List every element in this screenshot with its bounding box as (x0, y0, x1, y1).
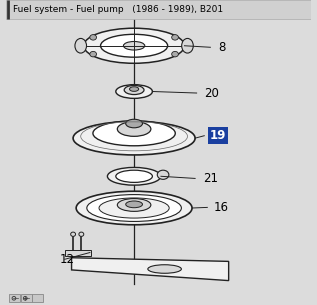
Text: Fuel system - Fuel pump   (1986 - 1989), B201: Fuel system - Fuel pump (1986 - 1989), B… (13, 5, 223, 14)
Ellipse shape (116, 84, 152, 98)
Ellipse shape (157, 170, 169, 179)
FancyBboxPatch shape (9, 294, 20, 302)
Ellipse shape (90, 35, 96, 40)
Ellipse shape (116, 170, 152, 182)
Ellipse shape (126, 119, 142, 128)
FancyBboxPatch shape (6, 0, 311, 19)
Ellipse shape (79, 232, 84, 236)
Ellipse shape (99, 198, 169, 218)
Ellipse shape (76, 191, 192, 225)
Text: 21: 21 (203, 172, 218, 185)
Ellipse shape (107, 167, 161, 185)
Ellipse shape (172, 35, 178, 40)
Ellipse shape (172, 51, 178, 57)
Text: 20: 20 (204, 87, 219, 99)
Ellipse shape (84, 28, 184, 63)
Ellipse shape (117, 199, 151, 211)
Ellipse shape (87, 195, 181, 221)
Polygon shape (72, 258, 229, 281)
Ellipse shape (130, 87, 139, 92)
FancyBboxPatch shape (65, 250, 91, 256)
Ellipse shape (124, 85, 144, 95)
Ellipse shape (71, 232, 75, 236)
Ellipse shape (126, 201, 142, 208)
Text: 8: 8 (218, 41, 225, 54)
Ellipse shape (90, 51, 96, 57)
Ellipse shape (75, 38, 87, 53)
Ellipse shape (182, 38, 193, 53)
Ellipse shape (100, 34, 168, 57)
Text: 19: 19 (210, 129, 226, 142)
Text: 12: 12 (59, 253, 74, 266)
Ellipse shape (73, 121, 195, 155)
Text: 16: 16 (213, 201, 229, 214)
FancyBboxPatch shape (21, 294, 32, 302)
FancyBboxPatch shape (32, 294, 43, 302)
Ellipse shape (148, 265, 181, 273)
Ellipse shape (117, 122, 151, 136)
Ellipse shape (93, 121, 175, 146)
Ellipse shape (123, 41, 145, 50)
